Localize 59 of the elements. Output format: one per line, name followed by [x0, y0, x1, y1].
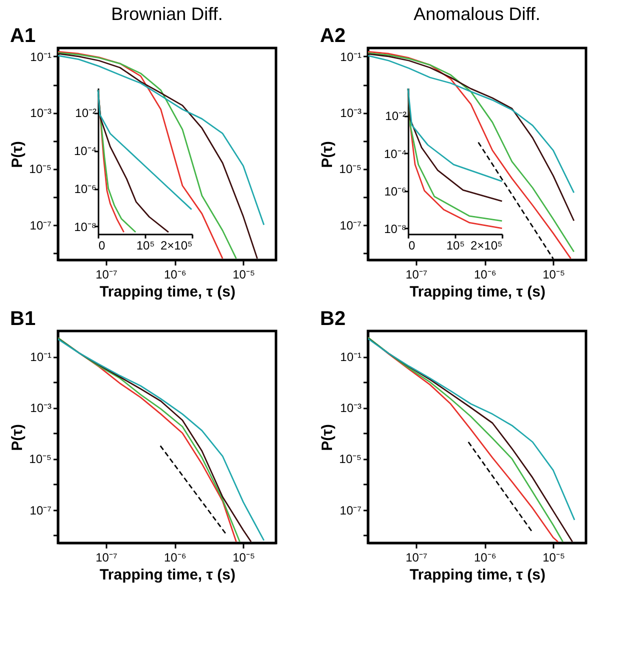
x-tick-label: 10⁵: [136, 238, 155, 252]
chart-title: Brownian Diff.: [111, 4, 223, 24]
y-tick-label: 10⁻³: [340, 106, 362, 120]
y-axis-title: P(τ): [9, 424, 26, 451]
line-series: [407, 88, 503, 182]
x-tick-label: 10⁵: [446, 238, 465, 252]
y-tick-label: 10⁻⁵: [339, 452, 362, 466]
chart-title: Anomalous Diff.: [414, 4, 540, 24]
text: B1: [10, 308, 36, 330]
x-tick-label: 10⁻⁶: [474, 550, 496, 564]
x-tick-label: 10⁻⁵: [232, 268, 255, 282]
y-tick-label: 10⁻⁷: [340, 503, 362, 518]
y-axis-title: P(τ): [319, 424, 336, 451]
x-tick-label: 10⁻⁷: [96, 550, 118, 564]
y-tick-label: 10⁻⁸: [74, 220, 96, 234]
x-tick-label: 0: [408, 238, 416, 252]
y-tick-label: 10⁻⁵: [339, 162, 362, 176]
y-tick-label: 10⁻⁷: [30, 218, 52, 232]
y-tick-label: 10⁻²: [75, 106, 97, 120]
line-series: [97, 89, 192, 210]
y-tick-label: 10⁻¹: [30, 50, 52, 64]
x-tick-label: 10⁻⁷: [406, 550, 428, 564]
text: B2: [320, 308, 346, 330]
y-tick-label: 10⁻¹: [30, 350, 52, 364]
y-tick-label: 10⁻⁵: [29, 452, 52, 466]
y-tick-label: 10⁻³: [340, 401, 362, 416]
y-tick-label: 10⁻⁶: [74, 182, 97, 196]
x-tick-label: 0: [98, 238, 106, 252]
x-tick-label: 10⁻⁵: [542, 550, 565, 564]
y-tick-label: 10⁻⁷: [30, 503, 52, 518]
x-axis-title: Trapping time, τ (s): [410, 566, 546, 584]
x-tick-label: 10⁻⁵: [542, 268, 565, 282]
y-tick-label: 10⁻³: [30, 106, 52, 120]
y-tick-label: 10⁻⁷: [340, 218, 362, 232]
y-tick-label: 10⁻⁶: [384, 184, 407, 198]
text: A2: [320, 25, 346, 47]
x-axis-title: Trapping time, τ (s): [100, 284, 236, 300]
y-axis-title: P(τ): [9, 141, 26, 168]
x-tick-label: 2×10⁵: [470, 238, 503, 252]
x-tick-label: 10⁻⁷: [96, 268, 118, 282]
x-tick-label: 10⁻⁶: [474, 268, 496, 282]
line-series: [368, 53, 575, 222]
x-tick-label: 10⁻⁶: [164, 550, 186, 564]
y-tick-label: 10⁻⁴: [384, 146, 406, 161]
y-tick-label: 10⁻⁴: [74, 144, 96, 158]
y-tick-label: 10⁻¹: [340, 350, 362, 364]
x-tick-label: 2×10⁵: [160, 238, 193, 252]
x-tick-label: 10⁻⁷: [406, 268, 428, 282]
x-tick-label: 10⁻⁵: [232, 550, 255, 564]
x-tick-label: 10⁻⁶: [164, 268, 186, 282]
x-axis-title: Trapping time, τ (s): [100, 566, 236, 584]
y-tick-label: 10⁻²: [385, 109, 407, 124]
y-tick-label: 10⁻¹: [340, 50, 362, 64]
y-tick-label: 10⁻⁵: [29, 162, 52, 176]
text: A1: [10, 25, 36, 47]
y-tick-label: 10⁻⁸: [384, 222, 406, 236]
y-axis-title: P(τ): [319, 141, 336, 168]
y-tick-label: 10⁻³: [30, 401, 52, 416]
x-axis-title: Trapping time, τ (s): [410, 284, 546, 300]
